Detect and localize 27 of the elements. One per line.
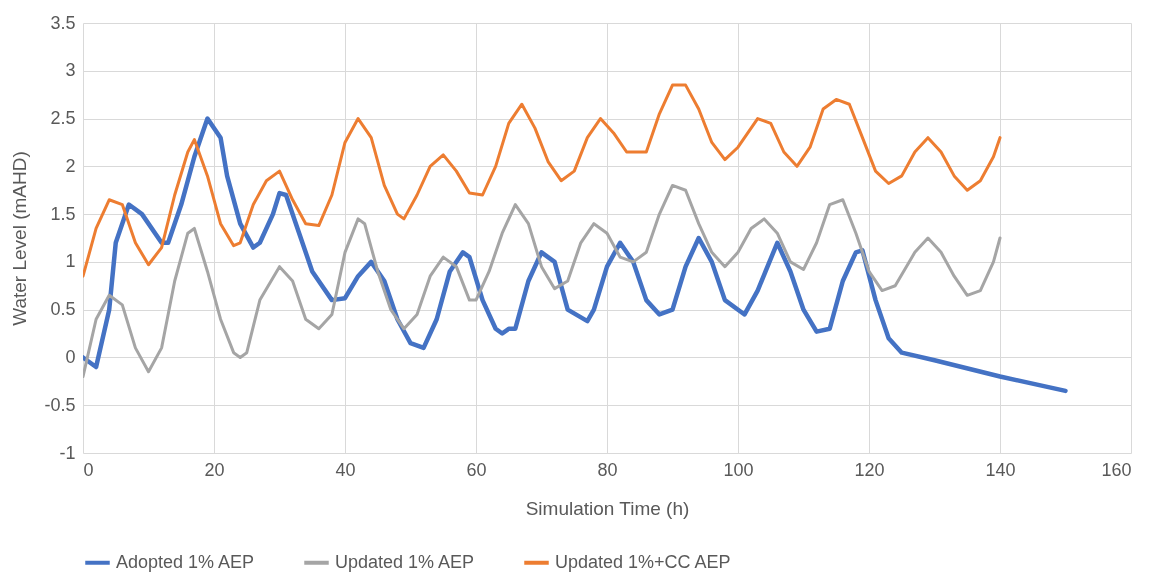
x-tick-label: 20 — [204, 459, 225, 480]
y-tick-label: 1 — [65, 251, 76, 272]
y-tick-label: 3 — [65, 60, 76, 81]
x-tick-label: 80 — [597, 459, 618, 480]
x-axis-title: Simulation Time (h) — [525, 497, 690, 519]
legend-label: Updated 1%+CC AEP — [555, 551, 731, 572]
y-axis-title: Water Level (mAHD) — [9, 151, 31, 326]
x-tick-label: 120 — [854, 459, 885, 480]
x-tick-label: 140 — [985, 459, 1016, 480]
legend-label: Adopted 1% AEP — [116, 551, 255, 572]
y-tick-label: 2 — [65, 155, 76, 176]
line-series — [83, 83, 1002, 278]
x-tick-label: 40 — [335, 459, 356, 480]
x-tick-label: 160 — [1101, 459, 1132, 480]
y-tick-label: 1.5 — [50, 203, 76, 224]
y-tick-label: 2.5 — [50, 108, 76, 129]
x-tick-label: 0 — [83, 459, 94, 480]
line-series — [83, 183, 1002, 379]
y-tick-label: 0.5 — [50, 299, 76, 320]
x-tick-label: 100 — [723, 459, 754, 480]
y-tick-label: -1 — [59, 442, 76, 463]
y-tick-label: 0 — [65, 346, 76, 367]
y-tick-label: -0.5 — [44, 394, 76, 415]
x-tick-label: 60 — [466, 459, 487, 480]
line-series — [83, 116, 1068, 394]
y-tick-label: 3.5 — [50, 12, 76, 33]
legend-label: Updated 1% AEP — [335, 551, 475, 572]
